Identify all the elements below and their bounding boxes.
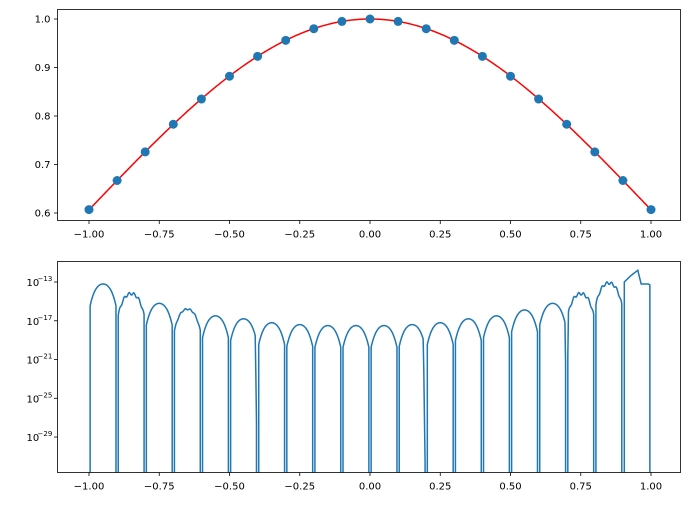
x-tick-label: 0.50 bbox=[499, 482, 521, 493]
y-tick-label: 0.9 bbox=[35, 63, 51, 74]
y-tick-base: 10 bbox=[27, 278, 40, 289]
error-segment bbox=[398, 323, 426, 473]
x-tick-label: 0.25 bbox=[429, 482, 451, 493]
x-tick-label: 0.00 bbox=[359, 230, 381, 241]
error-segment bbox=[567, 291, 595, 473]
error-segment bbox=[89, 283, 117, 473]
y-tick-label: 0.7 bbox=[35, 160, 51, 171]
y-tick-base: 10 bbox=[27, 356, 40, 367]
data-point bbox=[590, 147, 600, 157]
y-tick-exponent: −25 bbox=[38, 391, 53, 399]
top-axes: −1.00 −0.75 −0.50 −0.25 0.00 0.25 0.50 0.75 1.00… bbox=[35, 9, 681, 241]
error-segment bbox=[314, 324, 342, 473]
data-point bbox=[646, 205, 656, 215]
bottom-axes-frame bbox=[57, 261, 681, 473]
data-point bbox=[225, 71, 234, 81]
error-segment bbox=[257, 321, 286, 473]
x-tick-label: 0.00 bbox=[359, 482, 381, 493]
data-point bbox=[253, 51, 263, 61]
error-segment bbox=[145, 302, 173, 473]
error-segment bbox=[370, 324, 398, 473]
y-tick-exponent: −29 bbox=[38, 430, 53, 438]
error-segment bbox=[595, 280, 623, 473]
y-tick-base: 10 bbox=[27, 317, 40, 328]
data-point bbox=[421, 24, 431, 34]
fit-line bbox=[88, 18, 652, 211]
y-tick-exponent: −21 bbox=[38, 353, 53, 361]
error-segment bbox=[454, 318, 483, 473]
x-tick-label: −0.75 bbox=[144, 230, 175, 241]
x-tick-label: 1.00 bbox=[640, 482, 662, 493]
data-point bbox=[337, 16, 347, 26]
x-tick-label: −0.50 bbox=[214, 230, 245, 241]
error-segment bbox=[286, 323, 314, 473]
error-segment bbox=[117, 291, 145, 473]
data-point bbox=[506, 71, 515, 81]
data-point bbox=[140, 147, 150, 157]
data-point bbox=[196, 94, 206, 104]
error-segment bbox=[201, 315, 230, 473]
x-tick-label: −1.00 bbox=[74, 482, 105, 493]
x-tick-label: 0.50 bbox=[499, 230, 521, 241]
data-point bbox=[618, 176, 628, 186]
error-segment bbox=[426, 321, 454, 473]
error-segment bbox=[229, 318, 258, 473]
error-segment bbox=[482, 315, 511, 473]
y-tick-exponent: −13 bbox=[38, 275, 53, 283]
y-tick-label: 0.8 bbox=[35, 112, 51, 123]
data-point bbox=[534, 94, 544, 104]
x-tick-label: 0.75 bbox=[570, 230, 592, 241]
x-tick-label: 0.75 bbox=[570, 482, 592, 493]
y-tick-base: 10 bbox=[27, 433, 40, 444]
data-point bbox=[393, 16, 403, 26]
x-tick-label: −1.00 bbox=[74, 230, 105, 241]
x-tick-label: −0.75 bbox=[144, 482, 175, 493]
error-segment bbox=[538, 302, 567, 473]
error-segment bbox=[623, 269, 651, 473]
error-segment bbox=[342, 324, 370, 473]
x-tick-label: −0.25 bbox=[284, 230, 315, 241]
x-tick-label: 0.25 bbox=[429, 230, 451, 241]
y-tick-label: 0.6 bbox=[35, 209, 51, 220]
bottom-axes: −1.00 −0.75 −0.50 −0.25 0.00 0.25 0.50 0.75 1.00… bbox=[27, 261, 681, 493]
data-point bbox=[562, 119, 572, 129]
data-point bbox=[112, 176, 122, 186]
y-tick-exponent: −17 bbox=[38, 314, 53, 322]
data-point bbox=[168, 119, 178, 129]
y-tick-base: 10 bbox=[27, 394, 40, 405]
top-axes-frame bbox=[57, 9, 681, 221]
x-tick-label: 1.00 bbox=[640, 230, 662, 241]
data-point bbox=[84, 205, 94, 215]
y-tick-label: 1.0 bbox=[35, 15, 51, 26]
data-point bbox=[309, 24, 319, 34]
data-point bbox=[365, 14, 375, 24]
error-segment bbox=[510, 309, 539, 473]
x-tick-label: −0.25 bbox=[284, 482, 315, 493]
data-point bbox=[449, 35, 459, 45]
x-tick-label: −0.50 bbox=[214, 482, 245, 493]
data-point bbox=[477, 51, 487, 61]
error-segment bbox=[173, 307, 202, 473]
data-point bbox=[281, 35, 291, 45]
